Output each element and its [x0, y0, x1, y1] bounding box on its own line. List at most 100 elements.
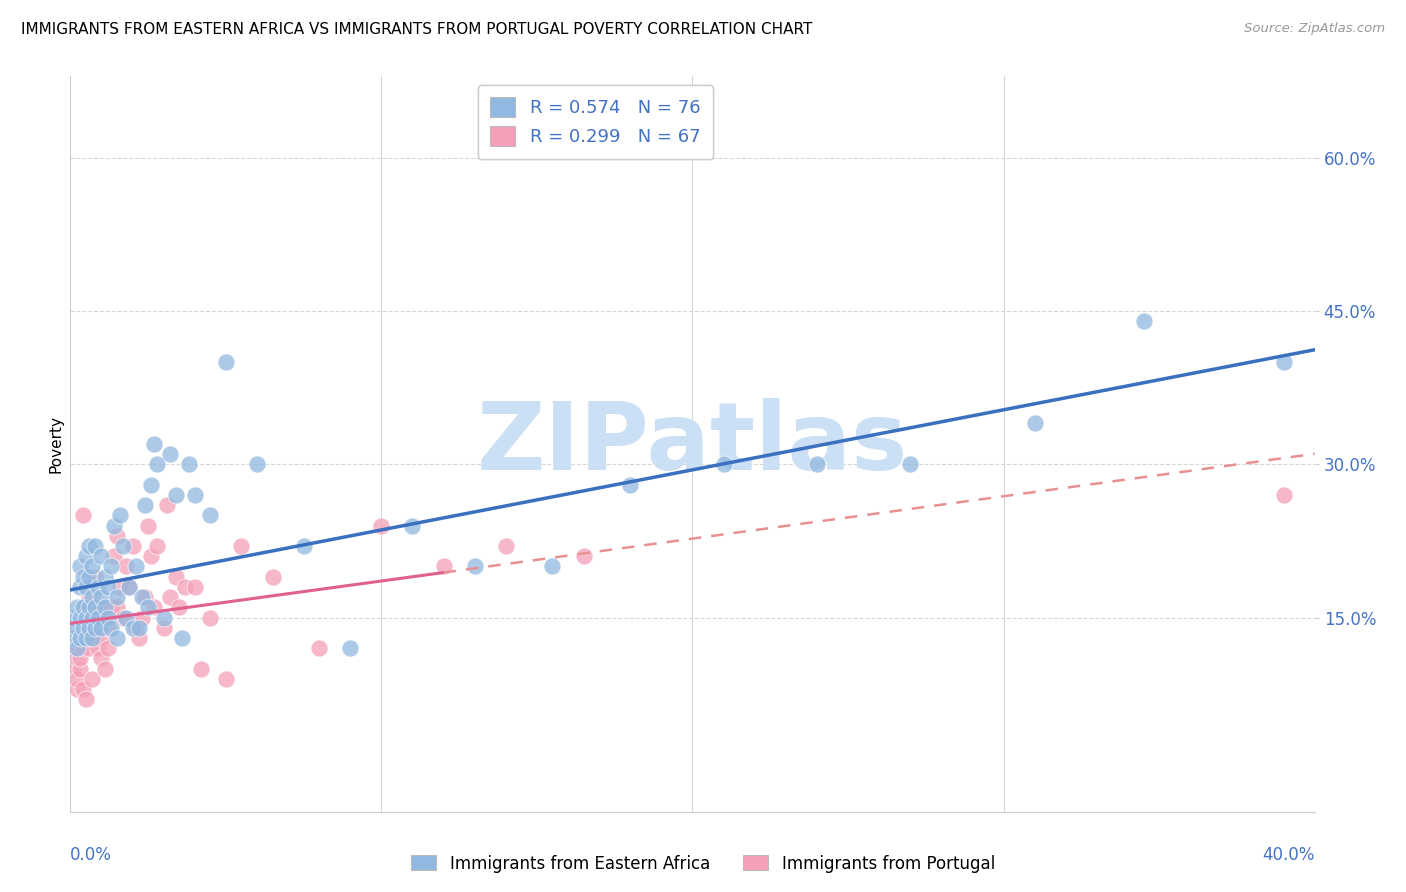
Point — [80, 672, 103, 686]
Point — [121, 621, 143, 635]
Point — [105, 631, 128, 645]
Point — [215, 672, 238, 686]
Point — [167, 600, 190, 615]
Point — [146, 539, 169, 553]
Point — [713, 457, 735, 471]
Point — [72, 600, 94, 615]
Point — [1024, 417, 1046, 431]
Point — [62, 641, 84, 656]
Point — [118, 580, 141, 594]
Point — [65, 682, 87, 697]
Point — [183, 488, 207, 502]
Point — [72, 621, 94, 635]
Point — [62, 610, 84, 624]
Point — [90, 549, 112, 564]
Point — [134, 590, 156, 604]
Point — [115, 559, 138, 574]
Point — [806, 457, 828, 471]
Point — [433, 559, 456, 574]
Point — [90, 651, 112, 665]
Point — [165, 569, 187, 583]
Point — [100, 600, 122, 615]
Point — [246, 457, 269, 471]
Point — [69, 580, 91, 594]
Point — [105, 529, 128, 543]
Point — [108, 580, 131, 594]
Point — [134, 498, 156, 512]
Point — [93, 569, 115, 583]
Point — [77, 590, 100, 604]
Point — [136, 600, 159, 615]
Point — [156, 498, 179, 512]
Point — [72, 641, 94, 656]
Point — [77, 569, 100, 583]
Point — [69, 651, 91, 665]
Text: ZIPatlas: ZIPatlas — [477, 398, 908, 490]
Point — [77, 600, 100, 615]
Point — [69, 559, 91, 574]
Point — [100, 559, 122, 574]
Point — [159, 590, 181, 604]
Point — [401, 518, 423, 533]
Point — [339, 641, 361, 656]
Point — [65, 621, 87, 635]
Y-axis label: Poverty: Poverty — [48, 415, 63, 473]
Point — [87, 610, 110, 624]
Point — [84, 600, 107, 615]
Point — [90, 600, 112, 615]
Point — [112, 539, 135, 553]
Point — [90, 590, 112, 604]
Point — [124, 621, 146, 635]
Point — [65, 641, 87, 656]
Point — [190, 662, 212, 676]
Point — [77, 621, 100, 635]
Point — [84, 539, 107, 553]
Point — [97, 621, 120, 635]
Point — [146, 457, 169, 471]
Point — [105, 600, 128, 615]
Point — [141, 549, 163, 564]
Point — [108, 508, 131, 523]
Point — [1272, 355, 1295, 369]
Legend: Immigrants from Eastern Africa, Immigrants from Portugal: Immigrants from Eastern Africa, Immigran… — [405, 848, 1001, 880]
Point — [80, 631, 103, 645]
Point — [464, 559, 486, 574]
Point — [200, 508, 222, 523]
Text: Source: ZipAtlas.com: Source: ZipAtlas.com — [1244, 22, 1385, 36]
Point — [131, 590, 153, 604]
Point — [172, 631, 194, 645]
Point — [80, 559, 103, 574]
Point — [77, 539, 100, 553]
Point — [898, 457, 921, 471]
Point — [65, 651, 87, 665]
Text: 40.0%: 40.0% — [1263, 847, 1315, 864]
Point — [87, 641, 110, 656]
Point — [75, 610, 97, 624]
Point — [165, 488, 187, 502]
Point — [75, 549, 97, 564]
Point — [308, 641, 330, 656]
Point — [183, 580, 207, 594]
Point — [292, 539, 315, 553]
Point — [77, 641, 100, 656]
Point — [69, 631, 91, 645]
Point — [541, 559, 564, 574]
Point — [75, 692, 97, 706]
Point — [80, 610, 103, 624]
Point — [97, 580, 120, 594]
Point — [80, 590, 103, 604]
Point — [143, 437, 166, 451]
Point — [65, 600, 87, 615]
Point — [69, 631, 91, 645]
Point — [80, 610, 103, 624]
Point — [69, 610, 91, 624]
Point — [159, 447, 181, 461]
Text: 0.0%: 0.0% — [70, 847, 112, 864]
Point — [93, 600, 115, 615]
Point — [75, 631, 97, 645]
Point — [103, 549, 125, 564]
Point — [152, 610, 174, 624]
Point — [131, 610, 153, 624]
Point — [231, 539, 253, 553]
Point — [115, 610, 138, 624]
